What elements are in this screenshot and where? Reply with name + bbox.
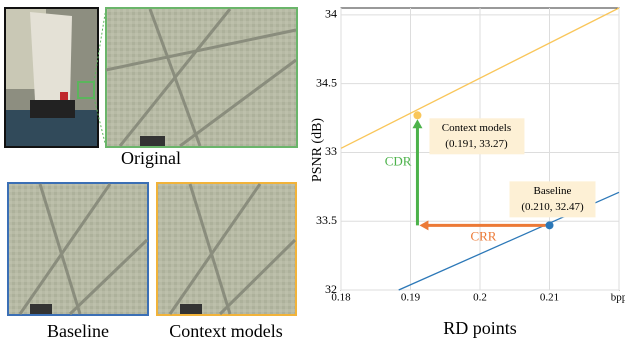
baseline-crop xyxy=(7,182,149,316)
annotation: CRR xyxy=(470,228,496,243)
annotation: CDR xyxy=(385,153,412,168)
cdr-arrowhead xyxy=(412,119,423,129)
x-tick-label: bpp xyxy=(611,292,625,304)
x-tick-label: 0.21 xyxy=(540,292,559,304)
point xyxy=(413,111,422,120)
x-tick-label: 0.18 xyxy=(331,292,351,304)
y-tick-label: 34.5 xyxy=(316,75,337,89)
original-crop xyxy=(105,7,298,148)
x-tick-label: 0.19 xyxy=(401,292,421,304)
label-box xyxy=(509,181,596,218)
caption: Context models xyxy=(169,321,283,341)
point xyxy=(545,221,554,230)
point-label: Baseline xyxy=(534,185,572,197)
label-box xyxy=(429,118,525,155)
y-axis-label: PSNR (dB) xyxy=(310,118,325,183)
x-tick-label: 0.2 xyxy=(473,292,487,304)
point-label: Context models xyxy=(442,122,511,134)
y-tick-label: 33.5 xyxy=(316,213,337,227)
point-value-label: (0.191, 33.27) xyxy=(445,138,508,150)
y-tick-label: 33 xyxy=(325,144,337,158)
chart-title: RD points xyxy=(443,318,517,338)
original-image xyxy=(4,7,107,148)
y-tick-label: 34 xyxy=(325,7,337,21)
context-crop xyxy=(156,182,297,316)
crr-arrowhead xyxy=(419,220,429,231)
caption: Original xyxy=(121,148,181,168)
point-value-label: (0.210, 32.47) xyxy=(521,201,584,213)
caption: Baseline xyxy=(47,321,109,341)
y-tick-label: 32 xyxy=(325,282,337,296)
series-line xyxy=(340,7,620,149)
